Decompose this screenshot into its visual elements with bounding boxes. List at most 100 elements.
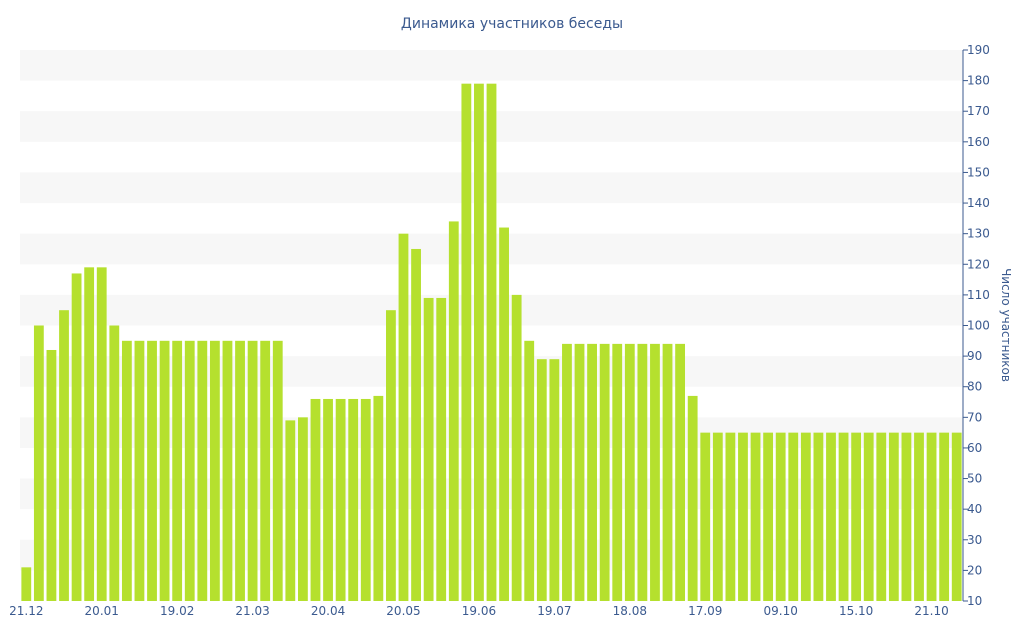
bar [159, 340, 170, 601]
bar [260, 340, 271, 601]
y-tick-label: 10 [967, 594, 982, 608]
y-tick-label: 20 [967, 563, 982, 577]
x-tick-label: 19.07 [537, 604, 571, 618]
y-tick-label: 140 [967, 196, 990, 210]
y-axis-ticks: 10 20 30 40 50 60 70 80 90 100 110 120 130 140 150 160 1… [963, 43, 990, 608]
y-tick-label: 70 [967, 410, 982, 424]
x-tick-label: 20.01 [85, 604, 119, 618]
bar [373, 395, 384, 601]
bar [599, 343, 610, 601]
bars [21, 83, 962, 602]
y-tick-label: 170 [967, 104, 990, 118]
bar [46, 349, 57, 601]
bar [574, 343, 585, 601]
bar [461, 83, 472, 602]
bar [172, 340, 183, 601]
x-tick-label: 20.04 [311, 604, 345, 618]
y-tick-label: 130 [967, 227, 990, 241]
chart-title: Динамика участников беседы [401, 16, 623, 32]
bar [838, 432, 849, 601]
x-axis-ticks: 21.12 20.01 19.02 21.03 20.04 20.05 19.06 19.07… [9, 604, 949, 618]
bar [700, 432, 711, 601]
x-tick-label: 21.12 [9, 604, 43, 618]
bar [901, 432, 912, 601]
x-tick-label: 19.06 [462, 604, 496, 618]
bar [851, 432, 862, 601]
bar [788, 432, 799, 601]
bar [436, 297, 447, 601]
bar [323, 398, 333, 601]
bar [914, 432, 924, 601]
bar [675, 343, 686, 601]
bar [96, 267, 107, 601]
bar [147, 340, 157, 601]
bar [549, 359, 560, 601]
y-tick-label: 160 [967, 135, 990, 149]
bar [486, 83, 497, 602]
bar [109, 325, 120, 601]
bar [800, 432, 811, 601]
bar [662, 343, 673, 601]
y-tick-label: 40 [967, 502, 982, 516]
bar [637, 343, 648, 601]
bar [134, 340, 145, 601]
bar [650, 343, 660, 601]
bar [247, 340, 258, 601]
bar [738, 432, 748, 601]
x-tick-label: 15.10 [839, 604, 873, 618]
bar [386, 310, 396, 601]
x-tick-label: 18.08 [613, 604, 647, 618]
bar [285, 420, 296, 601]
bar [84, 267, 95, 601]
bar [411, 248, 421, 601]
x-tick-label: 20.05 [386, 604, 420, 618]
x-tick-label: 17.09 [688, 604, 722, 618]
bar [951, 432, 962, 601]
bar [398, 233, 409, 602]
y-tick-label: 180 [967, 74, 990, 88]
y-axis-label: Число участников [999, 268, 1013, 382]
y-tick-label: 60 [967, 441, 982, 455]
y-tick-label: 80 [967, 380, 982, 394]
bar [423, 297, 434, 601]
y-tick-label: 150 [967, 165, 990, 179]
bar [763, 432, 774, 601]
x-tick-label: 21.10 [914, 604, 948, 618]
bar [298, 417, 308, 601]
bar [197, 340, 208, 601]
bar [612, 343, 623, 601]
y-tick-label: 30 [967, 533, 982, 547]
bar [310, 398, 321, 601]
bar [21, 567, 32, 601]
bar [235, 340, 245, 601]
bar [335, 398, 346, 601]
x-tick-label: 09.10 [764, 604, 798, 618]
bar [536, 359, 547, 601]
bar [750, 432, 761, 601]
bar [687, 395, 698, 601]
bar [499, 227, 509, 602]
bar [813, 432, 824, 601]
bar [348, 398, 359, 601]
bar [939, 432, 950, 601]
bar [826, 432, 836, 601]
y-tick-label: 50 [967, 472, 982, 486]
bar [511, 294, 522, 601]
bar [775, 432, 786, 601]
bar [926, 432, 937, 601]
x-tick-label: 19.02 [160, 604, 194, 618]
bar [888, 432, 899, 601]
y-tick-label: 190 [967, 43, 990, 57]
bar [184, 340, 195, 601]
x-tick-label: 21.03 [235, 604, 269, 618]
bar [121, 340, 132, 601]
bar [71, 273, 82, 601]
bar [272, 340, 283, 601]
bar [876, 432, 887, 601]
y-tick-label: 120 [967, 257, 990, 271]
bar [33, 325, 44, 601]
bar [624, 343, 635, 601]
bar [524, 340, 535, 601]
y-tick-label: 100 [967, 319, 990, 333]
